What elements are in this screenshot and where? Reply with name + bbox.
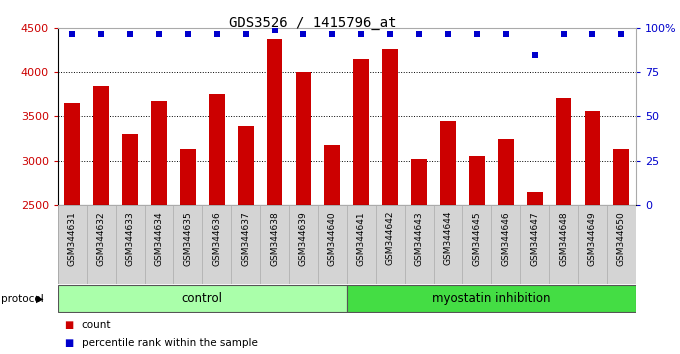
Point bbox=[443, 31, 454, 36]
Bar bbox=[469, 156, 485, 354]
Point bbox=[356, 31, 367, 36]
Text: GSM344637: GSM344637 bbox=[241, 211, 250, 266]
Point bbox=[211, 31, 222, 36]
Bar bbox=[289, 205, 318, 284]
Bar bbox=[585, 111, 600, 354]
Text: GSM344639: GSM344639 bbox=[299, 211, 308, 266]
Point bbox=[587, 31, 598, 36]
Bar bbox=[354, 59, 369, 354]
Bar bbox=[116, 205, 144, 284]
Bar bbox=[411, 159, 427, 354]
Text: GSM344634: GSM344634 bbox=[154, 211, 163, 266]
Bar bbox=[65, 103, 80, 354]
Text: GSM344649: GSM344649 bbox=[588, 211, 597, 266]
Bar bbox=[549, 205, 578, 284]
Point bbox=[154, 31, 165, 36]
Point bbox=[471, 31, 482, 36]
Bar bbox=[434, 205, 462, 284]
Text: GSM344633: GSM344633 bbox=[126, 211, 135, 266]
Bar bbox=[520, 205, 549, 284]
Bar bbox=[93, 86, 109, 354]
Point bbox=[67, 31, 78, 36]
Text: GSM344647: GSM344647 bbox=[530, 211, 539, 266]
Bar bbox=[607, 205, 636, 284]
Text: GSM344644: GSM344644 bbox=[443, 211, 452, 266]
Point bbox=[124, 31, 135, 36]
Point bbox=[96, 31, 107, 36]
Bar bbox=[318, 205, 347, 284]
Bar bbox=[613, 149, 629, 354]
Text: ■: ■ bbox=[65, 320, 74, 330]
Bar bbox=[347, 285, 636, 312]
Text: count: count bbox=[82, 320, 111, 330]
Point bbox=[529, 52, 540, 58]
Point bbox=[558, 31, 569, 36]
Point bbox=[385, 31, 396, 36]
Bar bbox=[260, 205, 289, 284]
Text: GSM344646: GSM344646 bbox=[501, 211, 510, 266]
Bar bbox=[87, 205, 116, 284]
Text: GSM344632: GSM344632 bbox=[97, 211, 105, 266]
Bar bbox=[492, 205, 520, 284]
Bar bbox=[440, 121, 456, 354]
Point bbox=[500, 31, 511, 36]
Bar bbox=[405, 205, 434, 284]
Text: GDS3526 / 1415796_at: GDS3526 / 1415796_at bbox=[229, 16, 396, 30]
Bar bbox=[267, 39, 282, 354]
Text: GSM344643: GSM344643 bbox=[415, 211, 424, 266]
Point bbox=[182, 31, 193, 36]
Bar bbox=[144, 205, 173, 284]
Bar bbox=[231, 205, 260, 284]
Text: GSM344638: GSM344638 bbox=[270, 211, 279, 266]
Point bbox=[240, 31, 251, 36]
Point bbox=[298, 31, 309, 36]
Bar bbox=[347, 205, 376, 284]
Bar bbox=[58, 205, 87, 284]
Bar bbox=[238, 126, 254, 354]
Text: control: control bbox=[182, 292, 223, 305]
Point bbox=[327, 31, 338, 36]
Text: myostatin inhibition: myostatin inhibition bbox=[432, 292, 551, 305]
Point bbox=[413, 31, 424, 36]
Bar bbox=[173, 205, 203, 284]
Bar bbox=[122, 134, 138, 354]
Bar bbox=[151, 102, 167, 354]
Text: ■: ■ bbox=[65, 338, 74, 348]
Point bbox=[269, 27, 280, 33]
Bar bbox=[578, 205, 607, 284]
Bar bbox=[376, 205, 405, 284]
Bar bbox=[527, 192, 543, 354]
Text: GSM344640: GSM344640 bbox=[328, 211, 337, 266]
Bar bbox=[296, 72, 311, 354]
Text: GSM344631: GSM344631 bbox=[68, 211, 77, 266]
Bar bbox=[209, 93, 224, 354]
Bar bbox=[498, 138, 513, 354]
Point bbox=[616, 31, 627, 36]
Bar bbox=[180, 149, 196, 354]
Bar bbox=[382, 48, 398, 354]
Bar bbox=[324, 145, 340, 354]
Text: percentile rank within the sample: percentile rank within the sample bbox=[82, 338, 258, 348]
Bar bbox=[203, 205, 231, 284]
Bar bbox=[462, 205, 492, 284]
Text: ▶: ▶ bbox=[35, 294, 44, 304]
Bar bbox=[556, 98, 571, 354]
Text: protocol: protocol bbox=[1, 294, 44, 304]
Bar bbox=[58, 285, 347, 312]
Text: GSM344636: GSM344636 bbox=[212, 211, 221, 266]
Text: GSM344648: GSM344648 bbox=[559, 211, 568, 266]
Text: GSM344650: GSM344650 bbox=[617, 211, 626, 266]
Text: GSM344641: GSM344641 bbox=[357, 211, 366, 266]
Text: GSM344635: GSM344635 bbox=[184, 211, 192, 266]
Text: GSM344642: GSM344642 bbox=[386, 211, 394, 266]
Text: GSM344645: GSM344645 bbox=[473, 211, 481, 266]
